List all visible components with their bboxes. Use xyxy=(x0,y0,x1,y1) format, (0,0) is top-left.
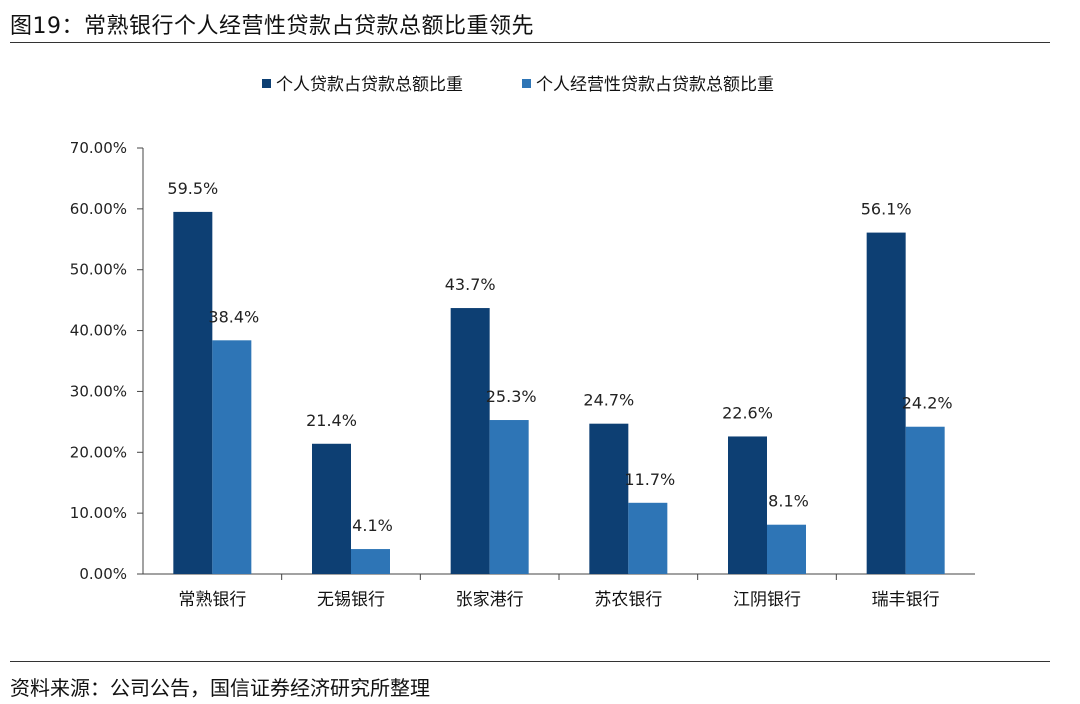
data-label: 21.4% xyxy=(306,411,357,430)
bar-personal-business-loan xyxy=(628,502,668,574)
y-tick-label: 60.00% xyxy=(70,200,127,218)
bar-personal-business-loan xyxy=(767,524,806,574)
bar-personal-loan xyxy=(312,443,351,574)
data-label: 43.7% xyxy=(445,275,496,294)
bar-personal-loan xyxy=(728,436,767,574)
category-label: 江阴银行 xyxy=(733,590,801,610)
y-tick-label: 20.00% xyxy=(70,443,127,461)
bar-personal-business-loan xyxy=(351,549,390,574)
category-label: 无锡银行 xyxy=(317,590,385,610)
data-label: 24.2% xyxy=(902,394,953,413)
data-label: 8.1% xyxy=(768,492,809,511)
data-label: 24.7% xyxy=(583,391,634,410)
bar-personal-business-loan xyxy=(905,426,945,574)
figure-title: 图19：常熟银行个人经营性贷款占贷款总额比重领先 xyxy=(10,14,534,39)
legend-label: 个人经营性贷款占贷款总额比重 xyxy=(536,75,774,95)
bar-personal-business-loan xyxy=(489,420,529,574)
bar-personal-loan xyxy=(450,308,490,574)
category-label: 常熟银行 xyxy=(178,589,246,610)
data-label: 56.1% xyxy=(861,200,912,219)
legend-swatch xyxy=(522,79,531,88)
data-label: 4.1% xyxy=(352,516,393,535)
bar-personal-loan xyxy=(589,423,629,574)
data-label: 59.5% xyxy=(167,179,218,198)
legend-label: 个人贷款占贷款总额比重 xyxy=(276,75,463,95)
y-tick-label: 40.00% xyxy=(70,322,127,340)
bar-personal-loan xyxy=(866,232,906,574)
source-note: 资料来源：公司公告，国信证券经济研究所整理 xyxy=(10,676,430,700)
legend-swatch xyxy=(262,79,271,88)
y-tick-label: 10.00% xyxy=(70,504,127,522)
y-tick-label: 70.00% xyxy=(70,139,127,157)
category-label: 张家港行 xyxy=(456,590,524,610)
bar-personal-loan xyxy=(173,211,213,574)
y-tick-label: 0.00% xyxy=(79,565,127,583)
data-label: 25.3% xyxy=(486,387,537,406)
title-divider xyxy=(10,42,1050,43)
data-label: 22.6% xyxy=(722,403,773,422)
category-label: 瑞丰银行 xyxy=(872,590,940,610)
data-label: 11.7% xyxy=(624,470,675,489)
y-tick-label: 30.00% xyxy=(70,382,127,400)
category-label: 苏农银行 xyxy=(594,590,662,610)
bar-chart: 0.00% 10.00% 20.00% 30.00% 40.00% 50.00% 60.00… xyxy=(70,75,975,610)
bar-personal-business-loan xyxy=(212,340,252,574)
data-label: 38.4% xyxy=(208,307,259,326)
y-tick-label: 50.00% xyxy=(70,261,127,279)
source-divider xyxy=(10,661,1050,662)
